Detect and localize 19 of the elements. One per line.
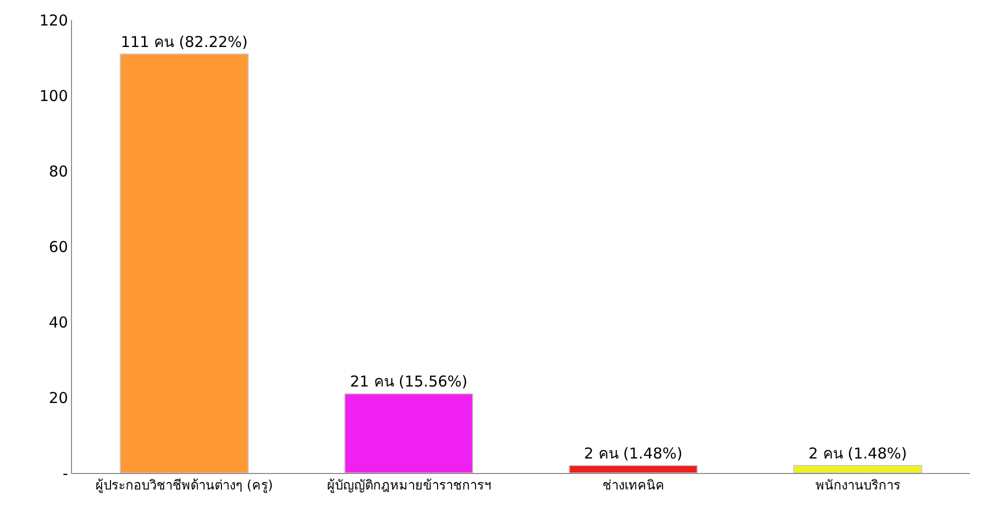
data-label: 2 คน (1.48%) bbox=[808, 444, 907, 462]
y-tick-label: 20 bbox=[48, 388, 68, 407]
bar bbox=[793, 464, 922, 473]
y-tick-label: - bbox=[62, 464, 68, 482]
data-label: 21 คน (15.56%) bbox=[350, 372, 468, 391]
x-tick-label: ผู้ประกอบวิชาชีพด้านต่างๆ (ครู) bbox=[96, 478, 273, 494]
bar bbox=[120, 53, 249, 473]
y-tick-label: 60 bbox=[48, 238, 68, 256]
data-label: 111 คน (82.22%) bbox=[120, 32, 248, 51]
data-label: 2 คน (1.48%) bbox=[584, 444, 682, 462]
x-tick-label: ช่างเทคนิค bbox=[602, 478, 664, 494]
y-tick-label: 100 bbox=[39, 86, 68, 105]
y-tick-label: 40 bbox=[48, 313, 68, 332]
y-tick-label: 120 bbox=[39, 11, 68, 30]
y-tick-label: 80 bbox=[48, 162, 68, 180]
bar bbox=[344, 393, 474, 473]
bar bbox=[568, 464, 698, 473]
x-tick-label: ผู้บัญญัติกฎหมายข้าราชการฯ bbox=[326, 478, 491, 494]
x-tick-label: พนักงานบริการ bbox=[815, 478, 900, 494]
